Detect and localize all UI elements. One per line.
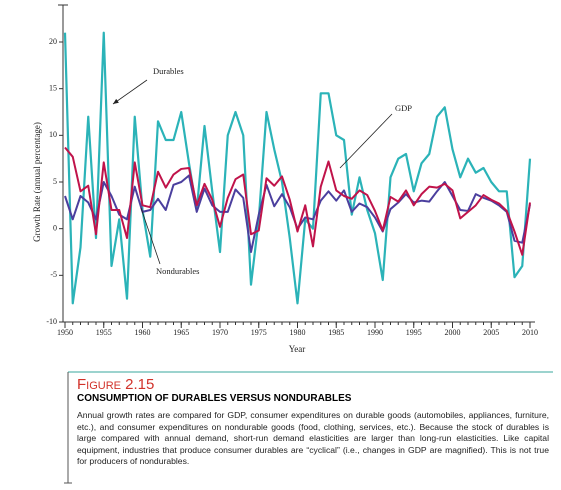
y-tick-label: -5 bbox=[50, 270, 57, 279]
y-axis-label: Growth Rate (annual percentage) bbox=[32, 122, 42, 242]
y-tick-label: 5 bbox=[53, 177, 57, 186]
x-tick-label: 2010 bbox=[522, 328, 538, 337]
x-tick-label: 1980 bbox=[290, 328, 306, 337]
figure-label: Figure 2.15 bbox=[77, 376, 155, 393]
x-tick-label: 2005 bbox=[483, 328, 499, 337]
x-tick-label: 1995 bbox=[406, 328, 422, 337]
x-tick-label: 1960 bbox=[135, 328, 151, 337]
x-axis-label: Year bbox=[289, 344, 306, 354]
annotation-line bbox=[339, 113, 393, 169]
x-tick-label: 1990 bbox=[367, 328, 383, 337]
x-tick-label: 1965 bbox=[173, 328, 189, 337]
annotation: Nondurables bbox=[156, 266, 199, 276]
series-line bbox=[64, 174, 531, 253]
x-tick-label: 1975 bbox=[251, 328, 267, 337]
annotation-line bbox=[140, 207, 161, 265]
y-tick-label: -10 bbox=[46, 317, 57, 326]
x-tick-label: 2000 bbox=[445, 328, 461, 337]
annotation-line bbox=[112, 79, 148, 105]
y-tick-label: 0 bbox=[53, 223, 57, 232]
y-tick-label: 20 bbox=[49, 37, 57, 46]
figure-caption: Annual growth rates are compared for GDP… bbox=[77, 410, 549, 467]
annotation: Durables bbox=[153, 66, 184, 76]
x-tick-label: 1950 bbox=[57, 328, 73, 337]
x-tick-label: 1985 bbox=[328, 328, 344, 337]
annotation: GDP bbox=[395, 103, 412, 113]
x-tick-label: 1955 bbox=[96, 328, 112, 337]
figure-title: CONSUMPTION OF DURABLES VERSUS NONDURABL… bbox=[77, 393, 352, 404]
annotation-arrowhead bbox=[113, 98, 119, 104]
y-tick-label: 15 bbox=[49, 83, 57, 92]
series-line bbox=[64, 146, 531, 256]
x-tick-label: 1970 bbox=[212, 328, 228, 337]
y-tick-label: 10 bbox=[49, 130, 57, 139]
